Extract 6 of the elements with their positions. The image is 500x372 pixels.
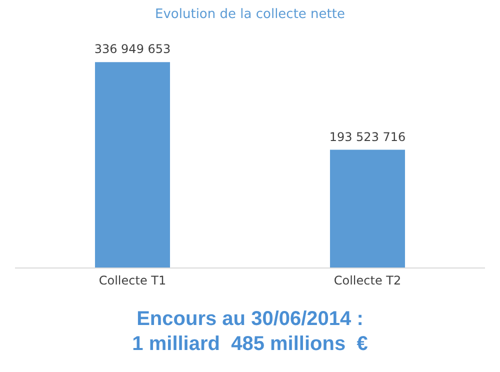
text: Encours au 30/06/2014 : 1 milliard 485 millions € [131, 307, 369, 357]
chart-title: Evolution de la collecte nette [154, 7, 346, 22]
x-tick-label: Collecte T1 [98, 274, 166, 288]
data-label: 193 523 716 [329, 130, 406, 144]
data-label: 336 949 653 [94, 42, 171, 56]
x-tick-label: Collecte T2 [334, 274, 402, 288]
